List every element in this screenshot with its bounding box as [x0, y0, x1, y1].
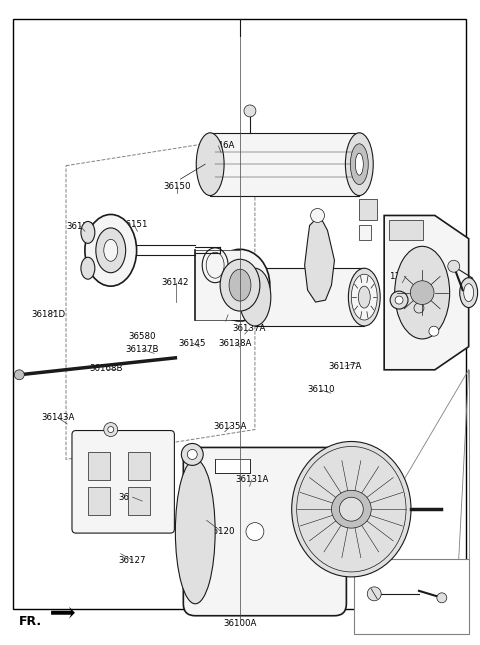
Ellipse shape	[292, 441, 411, 577]
Bar	[215, 459, 250, 473]
Text: 36150: 36150	[163, 182, 191, 191]
Text: 36110: 36110	[307, 386, 335, 395]
Ellipse shape	[104, 239, 118, 261]
Bar	[88, 487, 110, 515]
Text: 36131A: 36131A	[235, 475, 269, 484]
Text: 36120: 36120	[207, 527, 235, 536]
Circle shape	[390, 291, 408, 309]
Ellipse shape	[81, 257, 95, 279]
Circle shape	[104, 422, 118, 437]
Bar	[88, 452, 110, 481]
Ellipse shape	[460, 278, 478, 308]
Ellipse shape	[358, 286, 370, 308]
Text: 36127: 36127	[119, 555, 146, 564]
Polygon shape	[305, 215, 335, 302]
Ellipse shape	[81, 221, 95, 243]
Bar	[195, 250, 240, 320]
Text: 36135A: 36135A	[214, 422, 247, 431]
Text: 36580: 36580	[129, 332, 156, 341]
Text: 36170: 36170	[66, 222, 94, 231]
Text: FR.: FR.	[19, 615, 42, 628]
Ellipse shape	[229, 269, 251, 301]
Bar	[128, 452, 150, 481]
Text: 36100A: 36100A	[223, 619, 257, 628]
Ellipse shape	[96, 228, 126, 273]
Text: 36151: 36151	[120, 221, 148, 230]
Bar	[210, 133, 360, 195]
Circle shape	[410, 281, 434, 304]
Ellipse shape	[85, 215, 137, 286]
FancyBboxPatch shape	[183, 448, 347, 616]
Text: 36142: 36142	[162, 278, 189, 287]
Text: 36102: 36102	[214, 310, 242, 319]
Circle shape	[187, 450, 197, 459]
Text: 36146A: 36146A	[202, 141, 235, 150]
Polygon shape	[384, 215, 468, 370]
Bar	[360, 199, 377, 221]
Circle shape	[429, 326, 439, 336]
Ellipse shape	[196, 133, 224, 195]
Text: 36126: 36126	[119, 493, 146, 502]
Circle shape	[395, 296, 403, 304]
Ellipse shape	[332, 490, 371, 528]
Bar	[255, 268, 364, 326]
Bar	[360, 225, 371, 241]
Text: 36137A: 36137A	[233, 324, 266, 333]
Ellipse shape	[350, 144, 368, 184]
Polygon shape	[51, 607, 75, 619]
Circle shape	[448, 261, 460, 272]
Bar	[354, 559, 468, 633]
FancyBboxPatch shape	[72, 430, 174, 533]
Bar	[389, 221, 423, 241]
Circle shape	[14, 370, 24, 380]
Text: 36181D: 36181D	[31, 310, 65, 319]
Ellipse shape	[395, 246, 450, 339]
Text: 36145: 36145	[179, 339, 206, 348]
Circle shape	[367, 587, 381, 600]
Circle shape	[437, 593, 447, 603]
Text: 36168B: 36168B	[90, 364, 123, 373]
Ellipse shape	[210, 250, 270, 321]
Circle shape	[108, 426, 114, 433]
Ellipse shape	[355, 154, 363, 175]
Ellipse shape	[239, 268, 271, 326]
Text: 36117A: 36117A	[328, 362, 361, 371]
Ellipse shape	[175, 459, 215, 604]
Circle shape	[244, 105, 256, 117]
Ellipse shape	[348, 268, 380, 326]
Circle shape	[246, 522, 264, 541]
Text: 36138A: 36138A	[218, 339, 252, 348]
Bar	[128, 487, 150, 515]
Circle shape	[339, 497, 363, 521]
Ellipse shape	[464, 284, 474, 302]
Ellipse shape	[351, 274, 377, 320]
Text: 36137B: 36137B	[125, 345, 159, 354]
Circle shape	[181, 444, 203, 466]
Ellipse shape	[220, 259, 260, 311]
Text: 36143A: 36143A	[41, 413, 74, 422]
Ellipse shape	[346, 133, 373, 195]
Circle shape	[414, 303, 424, 313]
Circle shape	[311, 208, 324, 223]
Text: 1140HL: 1140HL	[389, 272, 423, 281]
